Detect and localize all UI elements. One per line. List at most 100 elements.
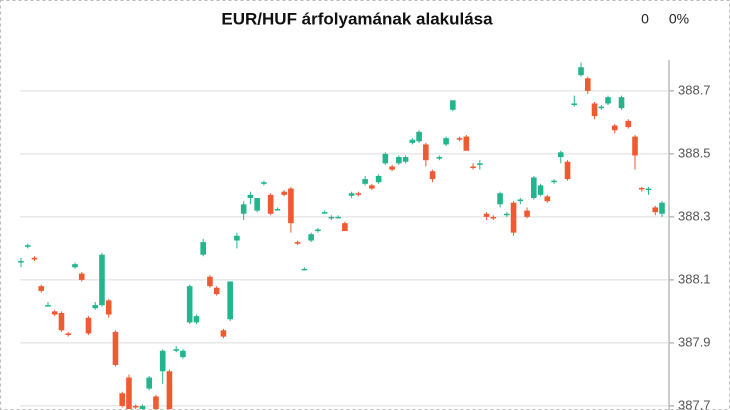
- candle-body: [267, 194, 274, 214]
- candle-body: [78, 273, 85, 280]
- candle-body: [544, 196, 551, 202]
- candle-body: [31, 257, 38, 260]
- candle-body: [45, 305, 51, 307]
- candle-body: [294, 242, 301, 244]
- candle-body: [611, 125, 618, 131]
- candle-body: [564, 161, 571, 180]
- candle-body: [659, 202, 665, 214]
- y-tick-label: 388.5: [678, 145, 711, 160]
- candle-body: [261, 182, 267, 184]
- change-value: 0: [641, 11, 649, 27]
- candle-body: [477, 163, 483, 165]
- candle-body: [342, 223, 348, 232]
- candle-body: [490, 216, 497, 219]
- candle-body: [281, 191, 287, 195]
- candle-body: [355, 193, 362, 195]
- candle-body: [153, 396, 159, 410]
- candle-body: [524, 210, 530, 217]
- candle-body: [389, 166, 395, 170]
- candle-body: [92, 305, 99, 309]
- candle-body: [537, 185, 544, 195]
- candle-body: [423, 144, 429, 161]
- candle-body: [308, 234, 314, 241]
- candle-body: [126, 377, 132, 410]
- candle-body: [483, 213, 490, 217]
- candle-body: [301, 268, 308, 271]
- candle-body: [207, 276, 213, 287]
- candle-body: [450, 100, 456, 110]
- candle-body: [240, 204, 247, 214]
- candle-body: [557, 152, 564, 158]
- candle-body: [51, 311, 58, 315]
- candle-body: [416, 131, 422, 142]
- candle-body: [200, 242, 206, 255]
- candle-body: [362, 179, 368, 184]
- candle-body: [551, 180, 557, 183]
- candle-body: [247, 194, 254, 198]
- candle-body: [571, 103, 578, 106]
- candle-body: [456, 138, 463, 140]
- chart-title: EUR/HUF árfolyamának alakulása: [221, 9, 493, 28]
- candle-body: [139, 405, 146, 410]
- candle-body: [112, 331, 119, 365]
- candle-body: [632, 136, 638, 156]
- y-tick-label: 388.7: [678, 82, 711, 97]
- candle-body: [369, 185, 375, 189]
- candle-body: [504, 213, 510, 216]
- candle-body: [24, 245, 31, 247]
- candle-body: [105, 300, 112, 315]
- candle-body: [335, 216, 341, 219]
- candle-body: [578, 67, 584, 76]
- candle-body: [132, 405, 139, 408]
- y-tick-label: 388.1: [678, 271, 711, 286]
- candle-body: [463, 136, 470, 151]
- candle-body: [517, 199, 524, 202]
- candle-body: [591, 103, 598, 117]
- candle-body: [402, 157, 409, 162]
- candle-body: [598, 106, 605, 109]
- candle-body: [193, 316, 200, 323]
- candle-body: [382, 153, 389, 164]
- candle-body: [18, 260, 24, 263]
- candle-body: [315, 229, 321, 232]
- candle-body: [288, 188, 294, 224]
- candle-body: [584, 78, 591, 91]
- candle-body: [618, 97, 625, 109]
- candle-body: [220, 330, 227, 337]
- candle-body: [409, 139, 416, 143]
- candle-body: [159, 350, 166, 372]
- candle-body: [254, 197, 260, 211]
- candle-body: [348, 193, 355, 196]
- candle-body: [234, 235, 240, 241]
- candle-body: [436, 157, 443, 159]
- y-tick-label: 387.7: [678, 397, 711, 410]
- y-tick-label: 387.9: [678, 334, 711, 349]
- candle-body: [531, 177, 537, 198]
- candle-body: [321, 212, 328, 214]
- candle-body: [652, 207, 659, 213]
- candle-body: [186, 286, 193, 323]
- candle-body: [497, 193, 503, 205]
- candle-body: [213, 287, 220, 295]
- candle-body: [443, 138, 449, 145]
- candle-body: [645, 188, 652, 191]
- candle-body: [85, 317, 92, 334]
- candle-body: [274, 209, 281, 211]
- candle-body: [227, 281, 233, 320]
- candle-body: [470, 166, 476, 169]
- candle-body: [72, 264, 78, 268]
- candle-body: [38, 286, 45, 291]
- candle-body: [180, 350, 186, 358]
- candle-body: [638, 187, 645, 190]
- candle-body: [173, 349, 179, 351]
- candle-body: [65, 333, 72, 336]
- candle-body: [166, 371, 173, 410]
- change-percent: 0%: [669, 11, 689, 27]
- candle-body: [99, 254, 105, 306]
- candle-body: [510, 202, 517, 233]
- candle-body: [605, 97, 611, 104]
- candle-body: [375, 175, 382, 183]
- candle-body: [396, 157, 402, 164]
- candle-body: [625, 120, 632, 128]
